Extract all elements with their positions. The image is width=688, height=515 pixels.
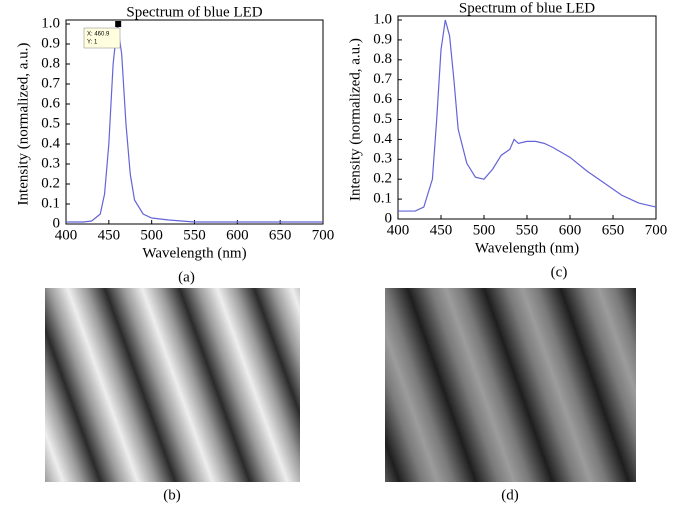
y-tick-label: 0.6	[41, 95, 60, 111]
x-tick-label: 650	[602, 222, 625, 238]
y-tick-label: 0.3	[373, 151, 392, 167]
chart-caption: (c)	[551, 264, 568, 280]
chart-caption: (a)	[178, 269, 195, 285]
x-tick-label: 400	[55, 227, 78, 243]
y-tick-label: 0.5	[373, 111, 392, 127]
y-tick-label: 0.9	[41, 35, 60, 51]
datatip-marker	[115, 21, 122, 27]
y-tick-label: 0.4	[373, 131, 392, 147]
y-tick-label: 0.6	[373, 91, 392, 107]
y-tick-label: 0.2	[373, 171, 392, 187]
y-tick-label: 0	[385, 210, 393, 226]
y-tick-label: 0.9	[373, 31, 392, 47]
y-axis-label: Intensity (normalized, a.u.)	[15, 43, 31, 206]
fringe-image	[385, 288, 636, 482]
y-tick-label: 0.7	[373, 71, 392, 87]
y-tick-label: 0	[53, 215, 61, 231]
x-tick-label: 700	[312, 227, 335, 243]
x-tick-label: 650	[269, 227, 292, 243]
datatip-box	[83, 27, 121, 49]
y-tick-label: 0.4	[41, 135, 60, 151]
x-tick-label: 550	[516, 222, 539, 238]
y-tick-label: 0.8	[373, 51, 392, 67]
y-tick-label: 0.2	[41, 175, 60, 191]
x-tick-label: 450	[98, 227, 121, 243]
spectrum-line	[398, 19, 657, 212]
image-caption: (d)	[501, 487, 519, 503]
x-tick-label: 600	[226, 227, 249, 243]
datatip-text: Y: 1	[87, 40, 98, 46]
spectrum-line	[66, 23, 323, 223]
y-axis-label: Intensity (normalized, a.u.)	[347, 38, 363, 201]
x-tick-label: 400	[387, 222, 410, 238]
x-tick-label: 500	[473, 222, 496, 238]
y-tick-label: 0.8	[41, 55, 60, 71]
chart-title: Spectrum of blue LED	[126, 4, 262, 20]
y-tick-label: 0.5	[41, 115, 60, 131]
y-tick-label: 0.3	[41, 155, 60, 171]
y-tick-label: 0.7	[41, 75, 60, 91]
x-tick-label: 550	[183, 227, 206, 243]
x-tick-label: 500	[140, 227, 163, 243]
plot-frame	[65, 19, 324, 225]
y-tick-label: 0.1	[41, 195, 60, 211]
y-tick-label: 1.0	[41, 15, 60, 31]
x-axis-label: Wavelength (nm)	[142, 245, 246, 261]
x-tick-label: 450	[430, 222, 453, 238]
x-tick-label: 600	[559, 222, 582, 238]
y-tick-label: 0.1	[373, 191, 392, 207]
x-tick-label: 700	[645, 222, 668, 238]
x-axis-label: Wavelength (nm)	[475, 240, 579, 256]
chart-title: Spectrum of blue LED	[459, 0, 595, 16]
image-caption: (b)	[163, 487, 181, 503]
datatip-text: X: 460.9	[87, 32, 110, 38]
fringe-image	[45, 288, 300, 482]
y-tick-label: 1.0	[373, 11, 392, 27]
